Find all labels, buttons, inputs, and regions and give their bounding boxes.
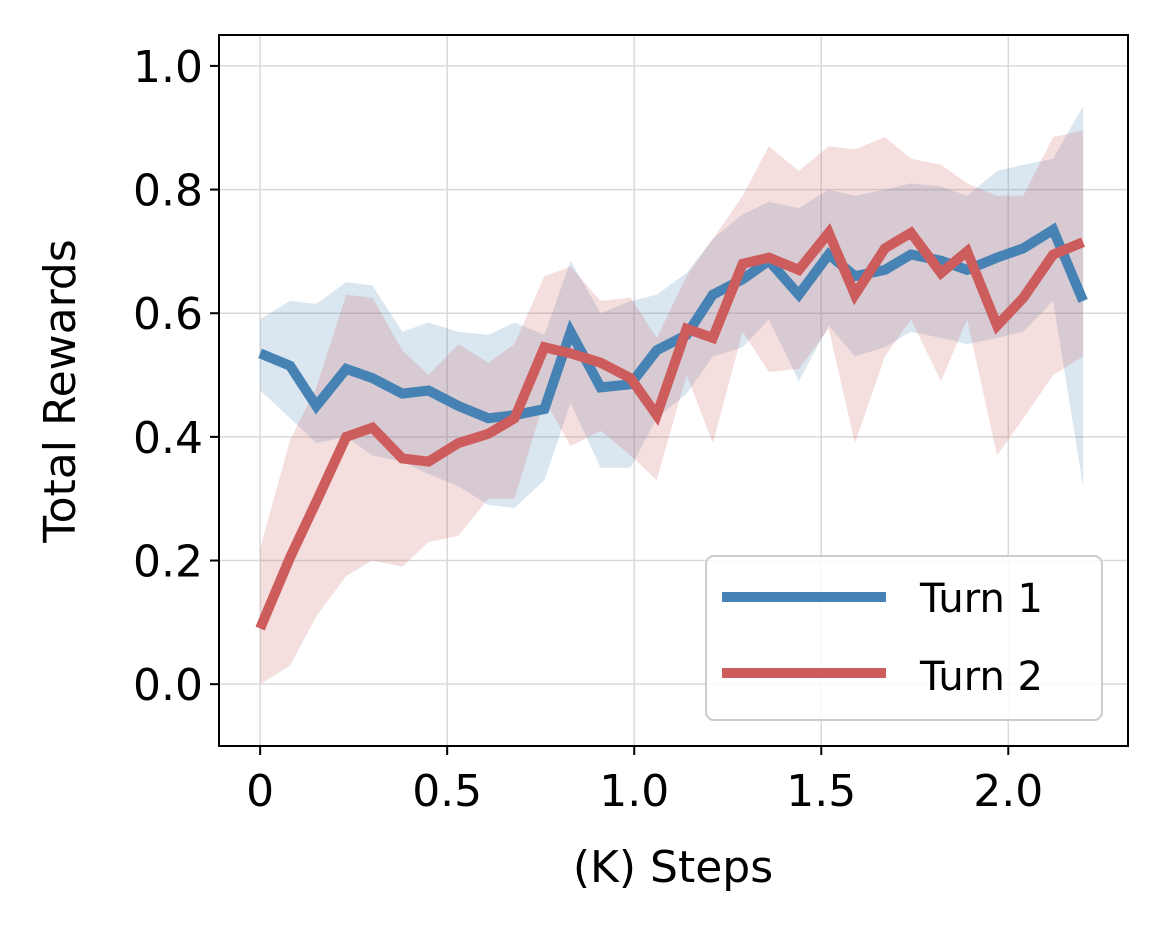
y-tick-label: 0.2 xyxy=(133,537,203,588)
x-tick-label: 1.0 xyxy=(599,766,669,817)
x-tick-label: 1.5 xyxy=(786,766,856,817)
x-tick-label: 2.0 xyxy=(973,766,1043,817)
plot-frame xyxy=(218,34,1129,747)
x-tick-label: 0.5 xyxy=(412,766,482,817)
y-tick-label: 0.8 xyxy=(133,166,203,217)
y-tick-label: 1.0 xyxy=(133,42,203,93)
y-tick-label: 0.6 xyxy=(133,289,203,340)
y-axis-label: Total Rewards xyxy=(35,239,86,544)
legend-label-turn-1: Turn 1 xyxy=(919,576,1043,622)
y-tick-label: 0.4 xyxy=(133,413,203,464)
series-lines xyxy=(255,222,1088,631)
y-tick-label: 0.0 xyxy=(133,660,203,711)
series-line-turn-1 xyxy=(258,222,1088,424)
legend-label-turn-2: Turn 2 xyxy=(919,654,1043,700)
series-line-turn-2 xyxy=(255,223,1086,631)
x-tick-label: 0 xyxy=(246,766,274,817)
x-axis-label: (K) Steps xyxy=(573,842,773,893)
y-axis-ticks: 0.0 0.2 0.4 0.6 0.8 1.0 xyxy=(133,42,219,711)
legend: Turn 1 Turn 2 xyxy=(705,555,1103,721)
grid xyxy=(219,35,1128,746)
x-axis-ticks: 0 0.5 1.0 1.5 2.0 xyxy=(246,746,1043,817)
